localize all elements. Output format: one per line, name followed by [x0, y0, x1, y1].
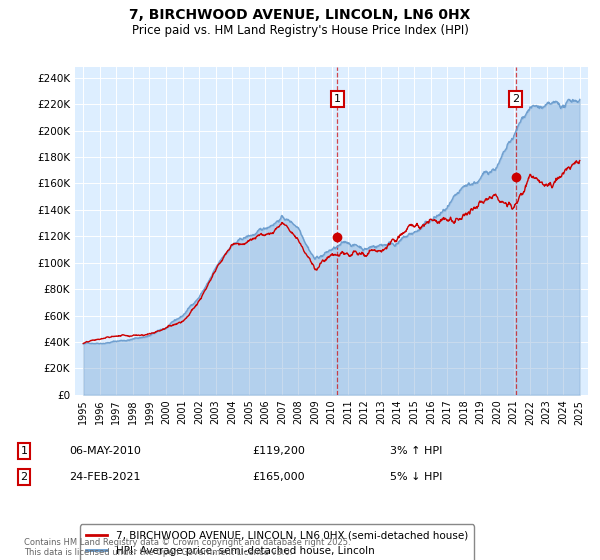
Text: 2: 2: [20, 472, 28, 482]
Text: £119,200: £119,200: [252, 446, 305, 456]
Text: 3% ↑ HPI: 3% ↑ HPI: [390, 446, 442, 456]
Text: Price paid vs. HM Land Registry's House Price Index (HPI): Price paid vs. HM Land Registry's House …: [131, 24, 469, 36]
Legend: 7, BIRCHWOOD AVENUE, LINCOLN, LN6 0HX (semi-detached house), HPI: Average price,: 7, BIRCHWOOD AVENUE, LINCOLN, LN6 0HX (s…: [80, 525, 474, 560]
Text: 7, BIRCHWOOD AVENUE, LINCOLN, LN6 0HX: 7, BIRCHWOOD AVENUE, LINCOLN, LN6 0HX: [130, 8, 470, 22]
Text: 1: 1: [334, 94, 341, 104]
Text: Contains HM Land Registry data © Crown copyright and database right 2025.
This d: Contains HM Land Registry data © Crown c…: [24, 538, 350, 557]
Text: 1: 1: [20, 446, 28, 456]
Text: £165,000: £165,000: [252, 472, 305, 482]
Text: 2: 2: [512, 94, 519, 104]
Text: 06-MAY-2010: 06-MAY-2010: [69, 446, 141, 456]
Text: 24-FEB-2021: 24-FEB-2021: [69, 472, 140, 482]
Text: 5% ↓ HPI: 5% ↓ HPI: [390, 472, 442, 482]
